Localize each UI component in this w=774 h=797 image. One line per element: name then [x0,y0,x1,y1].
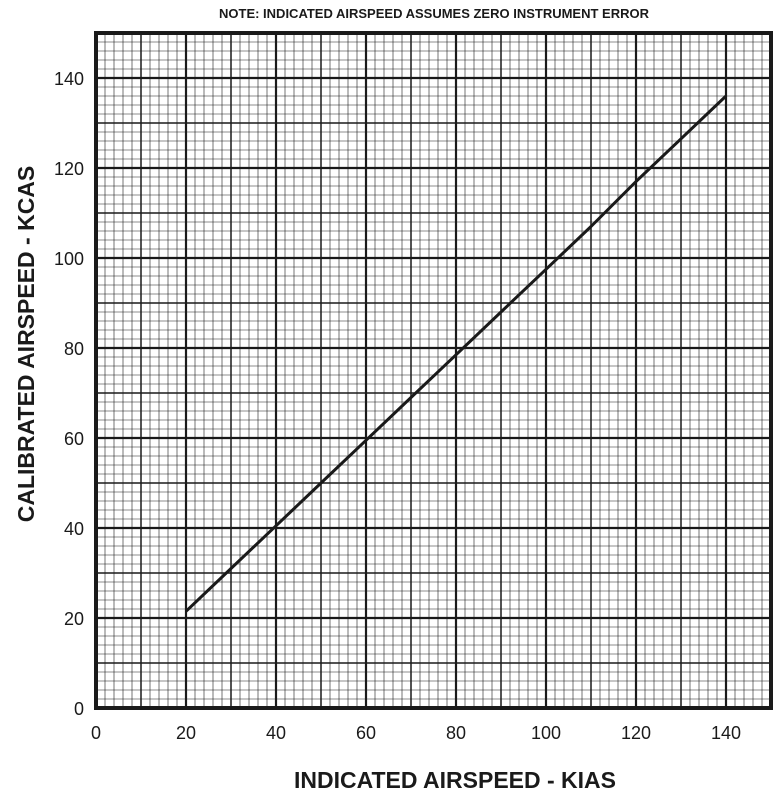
x-tick-label: 20 [176,723,196,743]
y-tick-label: 100 [54,249,84,269]
x-tick-label: 40 [266,723,286,743]
y-axis-title: CALIBRATED AIRSPEED - KCAS [13,166,39,523]
x-tick-label: 120 [621,723,651,743]
x-tick-label: 80 [446,723,466,743]
x-tick-label: 0 [91,723,101,743]
y-tick-label: 0 [74,699,84,719]
x-axis-tick-labels: 0 20 40 60 80 100 120 140 [91,723,741,743]
y-tick-label: 140 [54,69,84,89]
grid-minor-lines [96,33,771,708]
plot-frame [94,31,773,710]
grid-mid-lines [96,33,771,708]
y-axis-tick-labels: 0 20 40 60 80 100 120 140 [54,69,84,719]
grid-major-lines [96,33,771,708]
y-tick-label: 40 [64,519,84,539]
x-tick-label: 60 [356,723,376,743]
y-tick-label: 80 [64,339,84,359]
x-axis-title: INDICATED AIRSPEED - KIAS [294,767,616,793]
y-tick-label: 120 [54,159,84,179]
series-layer [184,94,728,613]
x-tick-label: 100 [531,723,561,743]
calibration-line-series-0 [184,94,728,613]
chart-note: NOTE: INDICATED AIRSPEED ASSUMES ZERO IN… [219,6,650,21]
y-tick-label: 20 [64,609,84,629]
y-tick-label: 60 [64,429,84,449]
x-tick-label: 140 [711,723,741,743]
